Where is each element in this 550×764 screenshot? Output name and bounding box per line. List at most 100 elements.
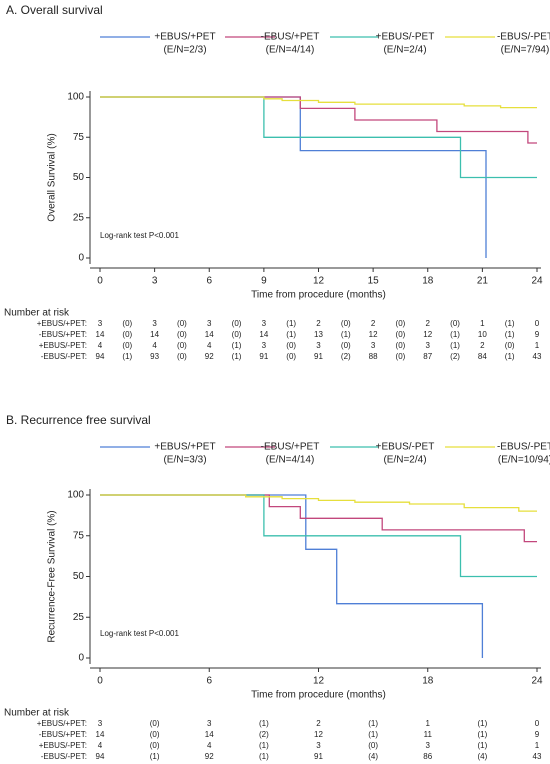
risk-cell: 3 bbox=[207, 319, 212, 328]
risk-cell: 1 bbox=[535, 341, 540, 350]
risk-cell: 3 bbox=[316, 341, 321, 350]
risk-row-label: +EBUS/-PET: bbox=[39, 741, 87, 750]
y-tick-label: 25 bbox=[73, 612, 85, 623]
risk-cell: (0) bbox=[150, 730, 160, 739]
risk-cell: (0) bbox=[286, 341, 296, 350]
x-tick-label: 6 bbox=[206, 276, 212, 287]
risk-cell: (0) bbox=[150, 741, 160, 750]
risk-cell: (1) bbox=[286, 330, 296, 339]
legend-label: +EBUS/+PET bbox=[154, 442, 215, 453]
x-tick-label: 21 bbox=[477, 276, 489, 287]
risk-cell: 12 bbox=[369, 330, 378, 339]
risk-cell: 14 bbox=[259, 330, 268, 339]
risk-cell: 4 bbox=[98, 741, 103, 750]
risk-row-label: +EBUS/-PET: bbox=[39, 341, 87, 350]
risk-cell: 4 bbox=[207, 341, 212, 350]
risk-row-label: -EBUS/-PET: bbox=[41, 752, 87, 761]
y-tick-label: 75 bbox=[73, 530, 85, 541]
y-axis-title: Overall Survival (%) bbox=[47, 133, 58, 221]
y-tick-label: 75 bbox=[73, 132, 85, 143]
risk-cell: (4) bbox=[368, 752, 378, 761]
risk-cell: 2 bbox=[426, 319, 431, 328]
risk-row-label: +EBUS/+PET: bbox=[37, 319, 87, 328]
risk-cell: (0) bbox=[396, 341, 406, 350]
risk-cell: (0) bbox=[177, 341, 187, 350]
risk-cell: 4 bbox=[152, 341, 157, 350]
risk-cell: 14 bbox=[96, 330, 105, 339]
y-tick-label: 50 bbox=[73, 571, 85, 582]
risk-cell: 2 bbox=[316, 319, 321, 328]
y-axis-title: Recurrence-Free Survival (%) bbox=[47, 510, 58, 642]
y-tick-label: 100 bbox=[67, 490, 84, 501]
risk-cell: 93 bbox=[150, 352, 159, 361]
risk-cell: 0 bbox=[535, 719, 540, 728]
risk-cell: 4 bbox=[207, 741, 212, 750]
y-tick-label: 25 bbox=[73, 212, 85, 223]
risk-cell: (0) bbox=[396, 352, 406, 361]
survival-curve bbox=[100, 494, 537, 543]
risk-cell: 3 bbox=[98, 319, 103, 328]
risk-cell: 3 bbox=[316, 741, 321, 750]
risk-cell: 2 bbox=[480, 341, 485, 350]
y-tick-label: 0 bbox=[78, 253, 84, 264]
risk-cell: (0) bbox=[177, 319, 187, 328]
risk-cell: 84 bbox=[478, 352, 487, 361]
annotation: Log-rank test P<0.001 bbox=[100, 231, 179, 240]
risk-cell: 13 bbox=[314, 330, 323, 339]
risk-cell: (1) bbox=[505, 330, 515, 339]
risk-cell: 91 bbox=[259, 352, 268, 361]
risk-cell: (1) bbox=[232, 352, 242, 361]
legend-events: (E/N=3/3) bbox=[163, 455, 206, 466]
risk-cell: 91 bbox=[314, 352, 323, 361]
risk-cell: 12 bbox=[314, 730, 323, 739]
risk-cell: (1) bbox=[341, 330, 351, 339]
x-tick-label: 18 bbox=[422, 276, 434, 287]
risk-cell: (0) bbox=[450, 319, 460, 328]
risk-cell: (1) bbox=[505, 352, 515, 361]
risk-cell: (0) bbox=[122, 319, 132, 328]
risk-cell: 88 bbox=[369, 352, 378, 361]
risk-cell: 3 bbox=[426, 341, 431, 350]
risk-table-title: Number at risk bbox=[4, 308, 70, 319]
risk-cell: 3 bbox=[98, 719, 103, 728]
risk-cell: (1) bbox=[505, 319, 515, 328]
risk-cell: 87 bbox=[423, 352, 432, 361]
risk-cell: 43 bbox=[533, 352, 542, 361]
legend-events: (E/N=4/14) bbox=[266, 455, 315, 466]
risk-cell: (1) bbox=[477, 730, 487, 739]
risk-cell: 3 bbox=[262, 341, 267, 350]
risk-cell: (1) bbox=[259, 752, 269, 761]
x-tick-label: 0 bbox=[97, 276, 103, 287]
survival-curve bbox=[100, 494, 537, 512]
risk-cell: (1) bbox=[150, 752, 160, 761]
legend-label: +EBUS/-PET bbox=[376, 442, 435, 453]
risk-row-label: -EBUS/+PET: bbox=[39, 730, 87, 739]
risk-cell: 92 bbox=[205, 352, 214, 361]
x-tick-label: 18 bbox=[422, 676, 434, 687]
risk-cell: (0) bbox=[177, 352, 187, 361]
risk-cell: 4 bbox=[98, 341, 103, 350]
legend-label: -EBUS/+PET bbox=[261, 442, 320, 453]
x-tick-label: 24 bbox=[531, 676, 543, 687]
risk-cell: (0) bbox=[505, 341, 515, 350]
risk-cell: (1) bbox=[450, 330, 460, 339]
risk-cell: (0) bbox=[341, 341, 351, 350]
risk-cell: (0) bbox=[396, 319, 406, 328]
survival-curve bbox=[100, 96, 537, 179]
risk-cell: 10 bbox=[478, 330, 487, 339]
risk-cell: 14 bbox=[96, 730, 105, 739]
risk-cell: 3 bbox=[207, 719, 212, 728]
risk-cell: (0) bbox=[368, 741, 378, 750]
risk-cell: (0) bbox=[341, 319, 351, 328]
risk-cell: (0) bbox=[150, 719, 160, 728]
risk-cell: (1) bbox=[450, 341, 460, 350]
risk-cell: 3 bbox=[426, 741, 431, 750]
chart-title: A. Overall survival bbox=[6, 3, 103, 17]
legend-events: (E/N=4/14) bbox=[266, 45, 315, 56]
risk-cell: (0) bbox=[286, 352, 296, 361]
survival-curve bbox=[100, 494, 484, 658]
x-tick-label: 12 bbox=[313, 676, 325, 687]
risk-cell: 14 bbox=[205, 730, 214, 739]
risk-cell: 1 bbox=[480, 319, 485, 328]
risk-cell: 14 bbox=[150, 330, 159, 339]
